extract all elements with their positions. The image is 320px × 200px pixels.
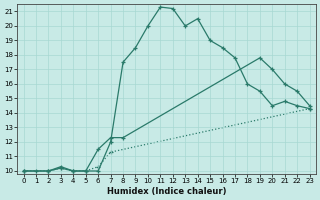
X-axis label: Humidex (Indice chaleur): Humidex (Indice chaleur)	[107, 187, 226, 196]
